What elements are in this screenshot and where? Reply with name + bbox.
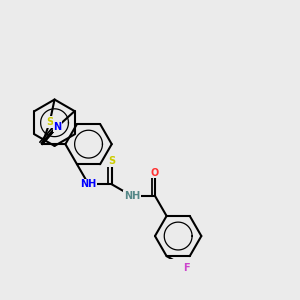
Text: NH: NH: [124, 191, 140, 201]
Text: O: O: [151, 168, 159, 178]
Text: F: F: [183, 263, 190, 273]
Text: S: S: [108, 156, 115, 166]
Text: NH: NH: [80, 179, 97, 189]
Text: N: N: [53, 122, 62, 132]
Text: S: S: [46, 117, 53, 127]
